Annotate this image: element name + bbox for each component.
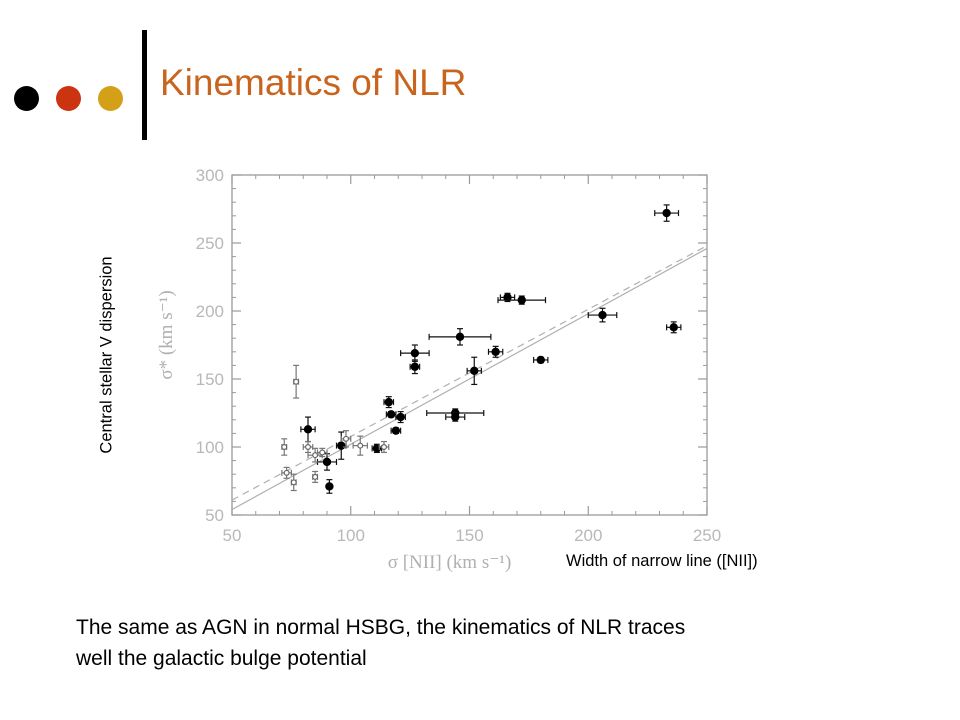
data-point xyxy=(503,293,512,302)
data-point xyxy=(384,397,393,407)
data-point xyxy=(410,362,420,371)
data-point-open xyxy=(283,469,290,476)
y-description: Central stellar V dispersion xyxy=(97,256,116,454)
data-point-open xyxy=(290,479,297,486)
data-point-open xyxy=(293,378,300,385)
data-point-open xyxy=(381,444,388,451)
caption-line-1: The same as AGN in normal HSBG, the kine… xyxy=(76,616,686,639)
bullet-dots xyxy=(14,86,124,112)
plot-frame xyxy=(231,174,708,516)
y-tick-label: 250 xyxy=(196,234,224,253)
data-point xyxy=(491,347,500,356)
black-dot-icon xyxy=(14,86,39,111)
data-point xyxy=(470,366,479,376)
x-tick-label: 100 xyxy=(337,526,365,545)
data-point-open xyxy=(305,444,312,451)
caption: The same as AGN in normal HSBG, the kine… xyxy=(76,612,896,674)
scatter-chart: 50 100 150 200 250 50 100 150 200 250 300 σ [NII] (… xyxy=(156,166,721,573)
x-tick-label: 250 xyxy=(693,526,721,545)
data-point xyxy=(325,482,334,491)
y-tick-label: 150 xyxy=(196,370,224,389)
y-tick-label: 300 xyxy=(196,166,224,185)
gold-dot-icon xyxy=(98,86,123,111)
x-tick-label: 200 xyxy=(574,526,602,545)
y-tick-label: 200 xyxy=(196,302,224,321)
fit-line-solid xyxy=(232,247,707,511)
title-divider xyxy=(142,30,147,140)
data-point xyxy=(396,412,405,422)
data-point xyxy=(662,208,671,218)
data-point xyxy=(303,425,313,434)
data-point xyxy=(391,426,401,435)
slide-title: Kinematics of NLR xyxy=(160,62,467,103)
data-point xyxy=(455,332,465,342)
x-description: Width of narrow line ([NII]) xyxy=(566,552,758,570)
data-point xyxy=(517,295,526,305)
data-point-open xyxy=(343,435,350,442)
data-point-open xyxy=(357,442,364,449)
y-tick-label: 100 xyxy=(196,438,224,457)
data-point xyxy=(669,323,678,332)
data-point xyxy=(386,410,396,419)
data-point xyxy=(536,355,545,365)
caption-line-2: well the galactic bulge potential xyxy=(76,647,367,670)
data-point-open xyxy=(281,444,288,451)
data-point-open xyxy=(312,452,319,459)
x-axis-label: σ [NII] (km s⁻¹) xyxy=(388,552,512,573)
y-tick-label: 50 xyxy=(205,506,224,525)
red-dot-icon xyxy=(56,86,81,111)
data-point-open xyxy=(319,449,326,456)
x-tick-label: 150 xyxy=(455,526,483,545)
data-point-open xyxy=(312,473,319,480)
data-point xyxy=(451,412,460,422)
data-point xyxy=(410,348,420,358)
data-point xyxy=(598,310,607,320)
data-point xyxy=(337,441,346,450)
x-tick-label: 50 xyxy=(223,526,242,545)
y-axis-label: σ* (km s⁻¹) xyxy=(156,290,177,379)
data-point xyxy=(322,457,332,467)
fit-line-dashed xyxy=(232,245,707,501)
